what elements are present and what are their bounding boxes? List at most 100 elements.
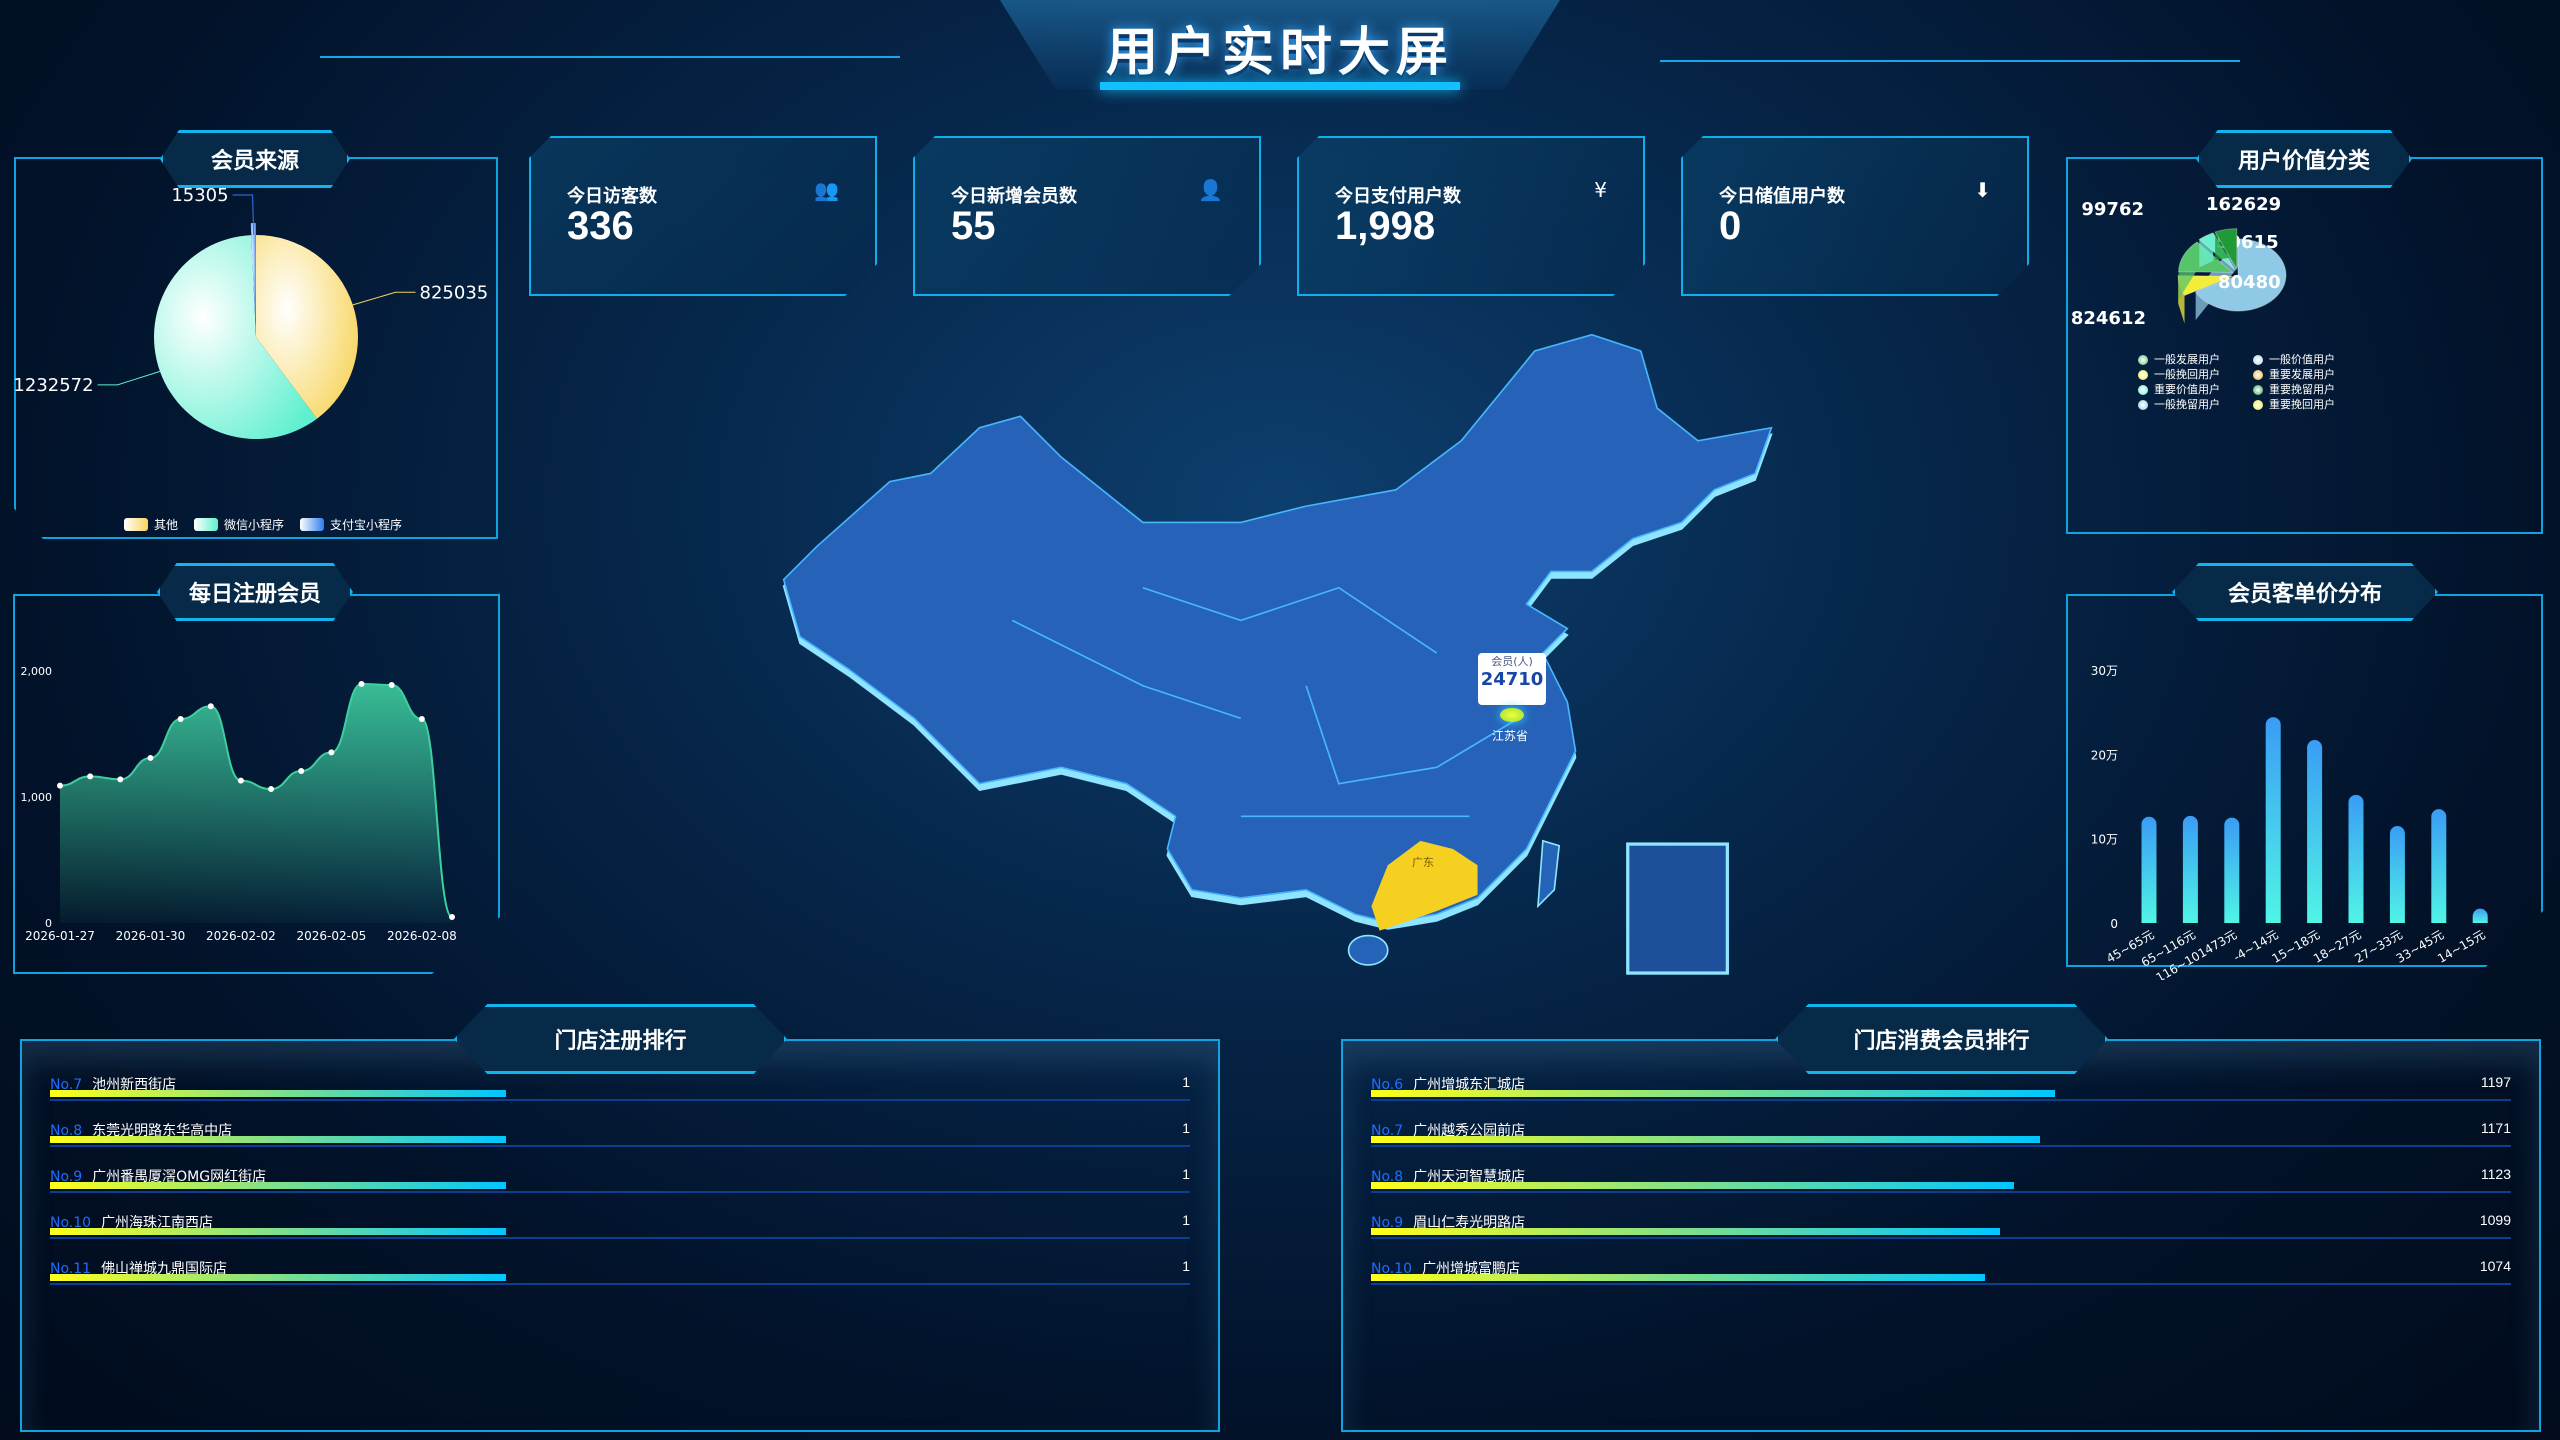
kpi-label: 今日支付用户数 xyxy=(1335,186,1461,207)
bar[interactable] xyxy=(2431,809,2447,923)
legend-item[interactable]: 重要价值用户 xyxy=(2138,382,2253,397)
legend-label[interactable]: 微信小程序 xyxy=(224,518,285,532)
pie-slice[interactable] xyxy=(250,223,256,337)
pie-value-label: 824612 xyxy=(2071,308,2146,329)
data-point[interactable] xyxy=(298,768,305,775)
header-deco-right xyxy=(1660,60,2240,62)
member-source-chart: 825035 1232572 15305 xyxy=(14,185,488,439)
kpi-label: 今日访客数 xyxy=(567,186,657,207)
jiangsu-marker[interactable] xyxy=(1500,708,1524,722)
map-guangdong[interactable] xyxy=(1371,840,1478,931)
pie-value-label: 15305 xyxy=(171,185,228,206)
store-value: 1 xyxy=(1182,1120,1190,1136)
bar[interactable] xyxy=(2348,794,2364,923)
data-point[interactable] xyxy=(57,782,63,789)
x-tick-label: 2026-02-05 xyxy=(297,929,367,943)
yen-download-icon: ⬇ xyxy=(1974,178,1991,202)
legend-item[interactable]: 一般发展用户 xyxy=(2138,352,2253,367)
ranking-row: No.11 佛山禅城九鼎国际店 1 xyxy=(50,1258,1190,1314)
pie-slice[interactable] xyxy=(256,235,358,419)
label-line xyxy=(352,291,416,306)
store-value: 1 xyxy=(1182,1074,1190,1090)
x-tick-label: 2026-02-02 xyxy=(206,929,276,943)
y-tick-label: 1,000 xyxy=(21,791,53,804)
legend-label: 重要发展用户 xyxy=(2269,368,2335,381)
data-point[interactable] xyxy=(117,776,124,783)
row-divider xyxy=(50,1191,1190,1193)
data-point[interactable] xyxy=(177,716,184,723)
legend-item[interactable]: 重要发展用户 xyxy=(2253,367,2368,382)
y-tick-label: 30万 xyxy=(2091,664,2118,678)
store-register-title: 门店注册排行 xyxy=(454,1004,787,1074)
row-divider xyxy=(1371,1191,2511,1193)
pie-slice[interactable] xyxy=(154,235,317,439)
store-consume-title: 门店消费会员排行 xyxy=(1775,1004,2108,1074)
store-name: 广州越秀公园前店 xyxy=(1413,1123,1526,1139)
legend-label: 一般挽留用户 xyxy=(2154,398,2220,411)
jiangsu-label: 江苏省 xyxy=(1492,729,1529,743)
legend-label: 重要挽留用户 xyxy=(2269,383,2335,396)
row-divider xyxy=(50,1099,1190,1101)
legend-item[interactable]: 一般挽回用户 xyxy=(2138,367,2253,382)
legend-label[interactable]: 其他 xyxy=(154,518,179,532)
y-tick-label: 0 xyxy=(45,917,52,930)
data-point[interactable] xyxy=(328,749,335,756)
progress-bar xyxy=(1371,1228,2001,1235)
legend-dot xyxy=(2138,384,2148,395)
ranking-row: No.7 广州越秀公园前店 1171 xyxy=(1371,1120,2511,1176)
data-point[interactable] xyxy=(147,754,154,761)
data-point[interactable] xyxy=(358,680,365,687)
legend-item[interactable]: 重要挽留用户 xyxy=(2253,382,2368,397)
map-hainan xyxy=(1347,934,1389,966)
data-point[interactable] xyxy=(418,716,425,723)
x-tick-label: 2026-01-27 xyxy=(25,929,95,943)
progress-bar xyxy=(1371,1274,1986,1281)
rank-number: No.8 xyxy=(1371,1169,1404,1185)
south-china-sea-inset xyxy=(1626,842,1729,975)
users-icon: 👥 xyxy=(814,178,839,202)
legend-item[interactable]: 一般挽留用户 xyxy=(2138,397,2253,412)
bar[interactable] xyxy=(2389,826,2405,923)
bar[interactable] xyxy=(2265,717,2281,923)
data-point[interactable] xyxy=(237,777,244,784)
daily-register-title: 每日注册会员 xyxy=(157,563,353,621)
legend-dot xyxy=(2138,399,2148,410)
store-name: 广州增城东汇城店 xyxy=(1413,1077,1526,1093)
legend-swatch xyxy=(124,518,148,531)
store-value: 1197 xyxy=(2480,1074,2511,1090)
ranking-row: No.9 广州番禺厦滘OMG网红街店 1 xyxy=(50,1166,1190,1222)
bar[interactable] xyxy=(2224,817,2240,923)
map-taiwan xyxy=(1536,839,1561,909)
pie-value-label: 162629 xyxy=(2206,194,2281,215)
data-point[interactable] xyxy=(87,773,94,780)
legend-item[interactable]: 重要挽回用户 xyxy=(2253,397,2368,412)
store-name: 眉山仁寿光明路店 xyxy=(1413,1215,1526,1231)
progress-bar xyxy=(50,1228,506,1235)
data-point[interactable] xyxy=(268,786,275,793)
legend-dot xyxy=(2138,369,2148,380)
store-value: 1 xyxy=(1182,1258,1190,1274)
ranking-row: No.9 眉山仁寿光明路店 1099 xyxy=(1371,1212,2511,1268)
data-point[interactable] xyxy=(388,681,395,688)
ranking-row: No.7 池州新西街店 1 xyxy=(50,1074,1190,1130)
progress-bar xyxy=(1371,1090,2055,1097)
bar[interactable] xyxy=(2141,816,2157,923)
ranking-row: No.10 广州增城富鹏店 1074 xyxy=(1371,1258,2511,1314)
bar[interactable] xyxy=(2307,739,2323,923)
store-value: 1074 xyxy=(2479,1258,2511,1274)
bar[interactable] xyxy=(2472,908,2488,923)
legend-label: 一般价值用户 xyxy=(2269,353,2335,366)
kpi-value: 336 xyxy=(567,204,634,248)
pie-slice[interactable] xyxy=(2214,228,2238,271)
legend-label[interactable]: 支付宝小程序 xyxy=(330,518,403,532)
data-point[interactable] xyxy=(449,913,455,920)
pie-value-label: 80480 xyxy=(2218,272,2281,293)
legend-item[interactable]: 一般价值用户 xyxy=(2253,352,2368,367)
bar[interactable] xyxy=(2182,815,2198,923)
pie-slice[interactable] xyxy=(2194,238,2287,312)
data-point[interactable] xyxy=(207,703,214,710)
store-name: 广州番禺厦滘OMG网红街店 xyxy=(92,1169,267,1185)
page-title: 用户实时大屏 xyxy=(1105,23,1454,83)
